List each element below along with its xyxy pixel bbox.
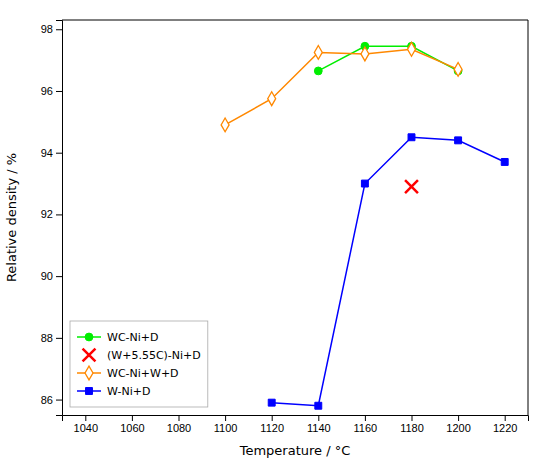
point bbox=[268, 92, 276, 106]
tick-mark bbox=[56, 29, 62, 30]
series bbox=[268, 134, 508, 409]
tick-label: 1200 bbox=[446, 422, 470, 434]
tick-label: 1180 bbox=[400, 422, 424, 434]
tick-mark bbox=[225, 415, 226, 421]
tick-label: 88 bbox=[41, 332, 53, 344]
tick-label: 90 bbox=[41, 270, 53, 282]
legend-label: WC-Ni+D bbox=[107, 331, 159, 344]
legend-marker bbox=[86, 388, 93, 395]
y-axis-title: Relative density / % bbox=[4, 153, 19, 282]
y-axis: 86 88 90 92 94 96 98 bbox=[41, 21, 63, 416]
point bbox=[405, 180, 418, 193]
tick-mark bbox=[132, 415, 133, 421]
tick-mark bbox=[56, 276, 62, 277]
tick-mark bbox=[458, 415, 459, 421]
tick: 1160 bbox=[354, 415, 378, 434]
frame bbox=[528, 20, 529, 415]
tick: 1100 bbox=[214, 415, 238, 434]
tick-label: 1040 bbox=[74, 422, 98, 434]
legend-item: WC-Ni+D bbox=[77, 331, 159, 344]
frame bbox=[62, 20, 528, 21]
legend-label: WC-Ni+W+D bbox=[107, 367, 179, 380]
tick-label: 94 bbox=[41, 147, 53, 159]
tick: 86 bbox=[41, 394, 62, 406]
tick: 1140 bbox=[307, 415, 331, 434]
tick: 88 bbox=[41, 332, 62, 344]
chart: 1040 1060 1080 1100 1120 1140 1160 1180 1200 1220… bbox=[0, 0, 550, 467]
tick-mark bbox=[318, 415, 319, 421]
tick-mark bbox=[56, 400, 62, 401]
legend-marker bbox=[85, 366, 93, 380]
tick: 1040 bbox=[74, 415, 98, 434]
tick-mark bbox=[365, 415, 366, 421]
point bbox=[454, 62, 462, 76]
tick: 94 bbox=[41, 147, 62, 159]
tick: 98 bbox=[41, 23, 62, 35]
point bbox=[268, 399, 275, 406]
x-axis-title: Temperature / °C bbox=[239, 443, 351, 458]
point bbox=[361, 180, 368, 187]
tick-label: 1220 bbox=[493, 422, 517, 434]
legend-label: (W+5.55C)-Ni+D bbox=[107, 349, 201, 362]
tick-mark bbox=[56, 338, 62, 339]
tick: 92 bbox=[41, 208, 62, 220]
line bbox=[225, 49, 458, 125]
legend-label: W-Ni+D bbox=[107, 385, 150, 398]
line bbox=[318, 46, 458, 71]
point bbox=[408, 42, 416, 56]
tick: 1200 bbox=[446, 415, 470, 434]
tick-mark bbox=[56, 91, 62, 92]
point bbox=[314, 67, 322, 75]
legend-item: W-Ni+D bbox=[77, 385, 150, 398]
tick-mark bbox=[85, 415, 86, 421]
tick: 90 bbox=[41, 270, 62, 282]
tick-label: 1140 bbox=[307, 422, 331, 434]
tick-label: 1120 bbox=[260, 422, 284, 434]
point bbox=[221, 118, 229, 132]
point bbox=[455, 137, 462, 144]
tick: 1060 bbox=[120, 415, 144, 434]
tick: 1180 bbox=[400, 415, 424, 434]
legend-marker bbox=[83, 349, 96, 362]
tick-mark bbox=[56, 153, 62, 154]
point bbox=[408, 134, 415, 141]
legend-item: WC-Ni+W+D bbox=[77, 366, 179, 380]
tick: 1120 bbox=[260, 415, 284, 434]
point bbox=[314, 46, 322, 60]
axis-line bbox=[56, 21, 63, 416]
line bbox=[272, 137, 505, 405]
plot: 1040 1060 1080 1100 1120 1140 1160 1180 1200 1220… bbox=[41, 20, 529, 434]
marks bbox=[221, 42, 508, 409]
tick-label: 1080 bbox=[167, 422, 191, 434]
point bbox=[361, 47, 369, 61]
legend-marker bbox=[85, 333, 93, 341]
x-axis: 1040 1060 1080 1100 1120 1140 1160 1180 1200 1220 bbox=[63, 415, 529, 434]
tick-mark bbox=[56, 214, 62, 215]
legend: WC-Ni+D (W+5.55C)-Ni+D WC-Ni+W+D W-Ni+D bbox=[70, 321, 208, 407]
tick-label: 1160 bbox=[354, 422, 378, 434]
legend-item: (W+5.55C)-Ni+D bbox=[83, 349, 201, 362]
series bbox=[314, 42, 462, 75]
tick-mark bbox=[412, 415, 413, 421]
tick: 1080 bbox=[167, 415, 191, 434]
tick-label: 1060 bbox=[120, 422, 144, 434]
tick-label: 98 bbox=[41, 23, 53, 35]
tick-label: 86 bbox=[41, 394, 53, 406]
tick-mark bbox=[272, 415, 273, 421]
tick-label: 92 bbox=[41, 208, 53, 220]
tick-label: 96 bbox=[41, 85, 53, 97]
point bbox=[501, 158, 508, 165]
tick-mark bbox=[505, 415, 506, 421]
tick: 1220 bbox=[493, 415, 517, 434]
tick-mark bbox=[179, 415, 180, 421]
series bbox=[221, 42, 462, 131]
tick: 96 bbox=[41, 85, 62, 97]
series bbox=[405, 180, 418, 193]
point bbox=[315, 402, 322, 409]
axis-line bbox=[63, 416, 529, 422]
tick-label: 1100 bbox=[214, 422, 238, 434]
legend-box bbox=[70, 321, 208, 407]
